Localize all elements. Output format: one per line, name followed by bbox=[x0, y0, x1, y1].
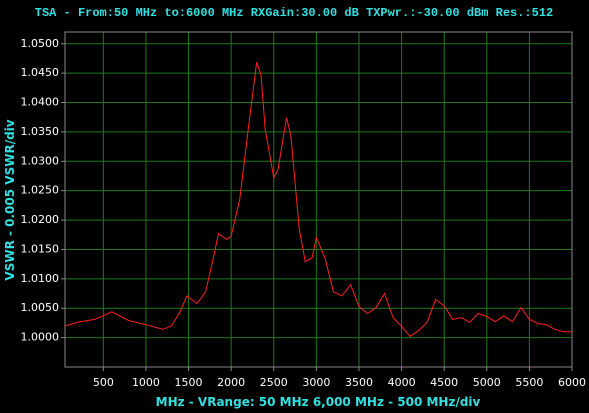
y-tick-label: 1.0500 bbox=[21, 37, 60, 50]
x-tick-label: 6000 bbox=[558, 376, 586, 389]
y-tick-label: 1.0250 bbox=[21, 184, 60, 197]
x-tick-label: 3500 bbox=[345, 376, 373, 389]
x-tick-label: 500 bbox=[93, 376, 114, 389]
x-tick-label: 5000 bbox=[473, 376, 501, 389]
x-tick-label: 4000 bbox=[388, 376, 416, 389]
x-tick-label: 3000 bbox=[302, 376, 330, 389]
chart-title: TSA - From:50 MHz to:6000 MHz RXGain:30.… bbox=[35, 6, 553, 20]
y-tick-label: 1.0450 bbox=[21, 66, 60, 79]
plot-border bbox=[64, 31, 573, 368]
x-tick-label: 5500 bbox=[515, 376, 543, 389]
y-tick-label: 1.0000 bbox=[21, 331, 60, 344]
x-tick-label: 2500 bbox=[260, 376, 288, 389]
y-tick-label: 1.0050 bbox=[21, 301, 60, 314]
y-tick-label: 1.0150 bbox=[21, 242, 60, 255]
data-line bbox=[64, 61, 572, 338]
x-tick-label: 4500 bbox=[430, 376, 458, 389]
x-axis-label: MHz - VRange: 50 MHz 6,000 MHz - 500 MHz… bbox=[156, 395, 481, 409]
x-tick-label: 1000 bbox=[132, 376, 160, 389]
y-tick-label: 1.0350 bbox=[21, 125, 60, 138]
y-tick-label: 1.0100 bbox=[21, 272, 60, 285]
y-tick-label: 1.0400 bbox=[21, 96, 60, 109]
y-tick-label: 1.0200 bbox=[21, 213, 60, 226]
x-tick-label: 2000 bbox=[217, 376, 245, 389]
plot-area bbox=[65, 32, 572, 367]
x-tick-label: 1500 bbox=[175, 376, 203, 389]
y-axis-label: VSWR - 0.005 VSWR/div bbox=[3, 119, 17, 280]
y-tick-label: 1.0300 bbox=[21, 154, 60, 167]
